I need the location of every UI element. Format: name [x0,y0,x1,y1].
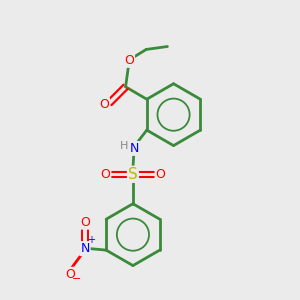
Text: N: N [130,142,139,155]
Text: S: S [128,167,138,182]
Text: N: N [80,242,90,255]
Text: O: O [80,216,90,229]
Text: −: − [72,274,82,284]
Text: O: O [124,54,134,67]
Text: H: H [120,141,128,151]
Text: O: O [65,268,75,281]
Text: O: O [156,168,166,181]
Text: O: O [100,168,110,181]
Text: +: + [87,236,95,245]
Text: O: O [99,98,109,111]
